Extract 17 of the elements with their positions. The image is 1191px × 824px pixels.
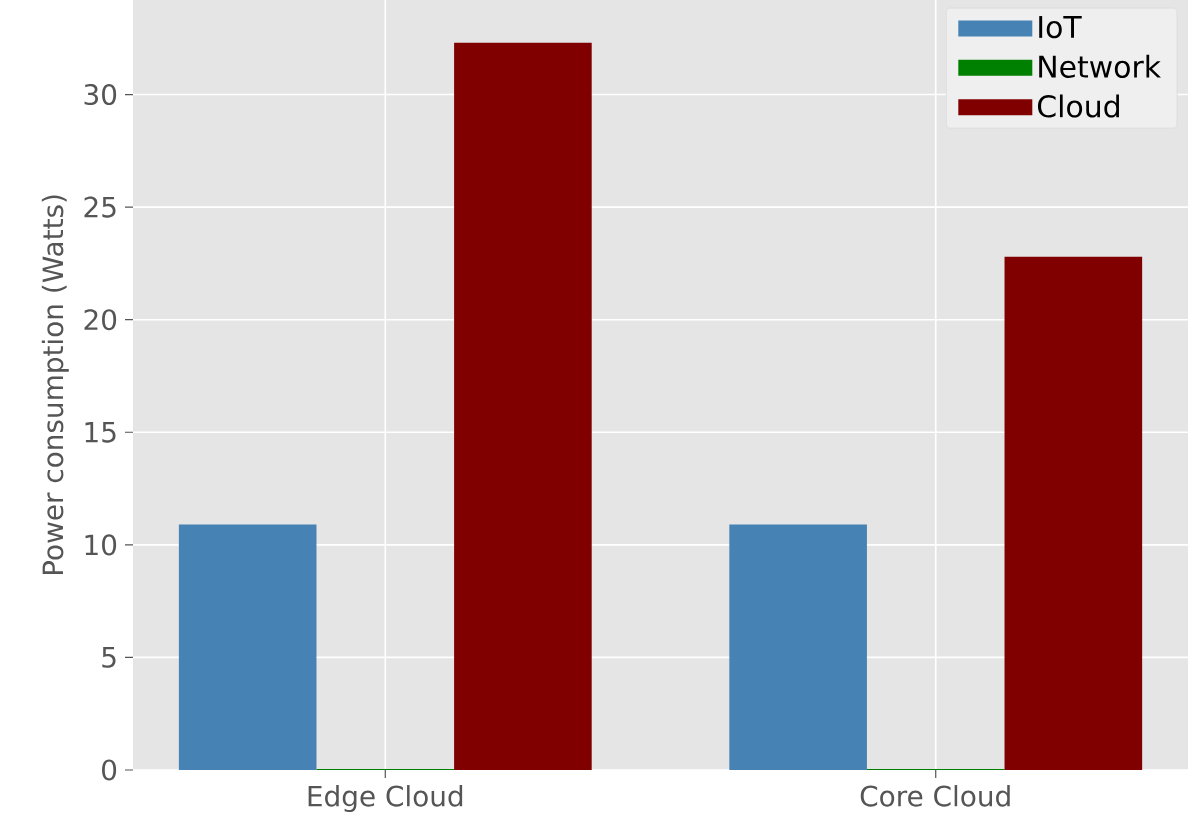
bar [454,42,592,770]
x-tick-label: Core Cloud [860,785,1010,807]
legend-label: Cloud [1037,94,1119,118]
y-tick-label: 25 [84,196,116,218]
y-tick-label: 20 [84,309,117,331]
x-tick-label: Edge Cloud [308,785,463,813]
y-tick-label: 10 [85,534,117,556]
y-tick-label: 5 [102,647,116,668]
y-tick-label: 30 [84,83,117,106]
legend-label: IoT [1039,16,1082,39]
y-tick-label: 15 [85,421,116,443]
bar [729,524,867,770]
y-tick-label: 0 [102,759,117,781]
bar [1004,256,1143,770]
bar [178,524,317,770]
y-axis-title: Power consumption (Watts) [41,195,69,575]
legend-label: Network [1039,54,1161,78]
